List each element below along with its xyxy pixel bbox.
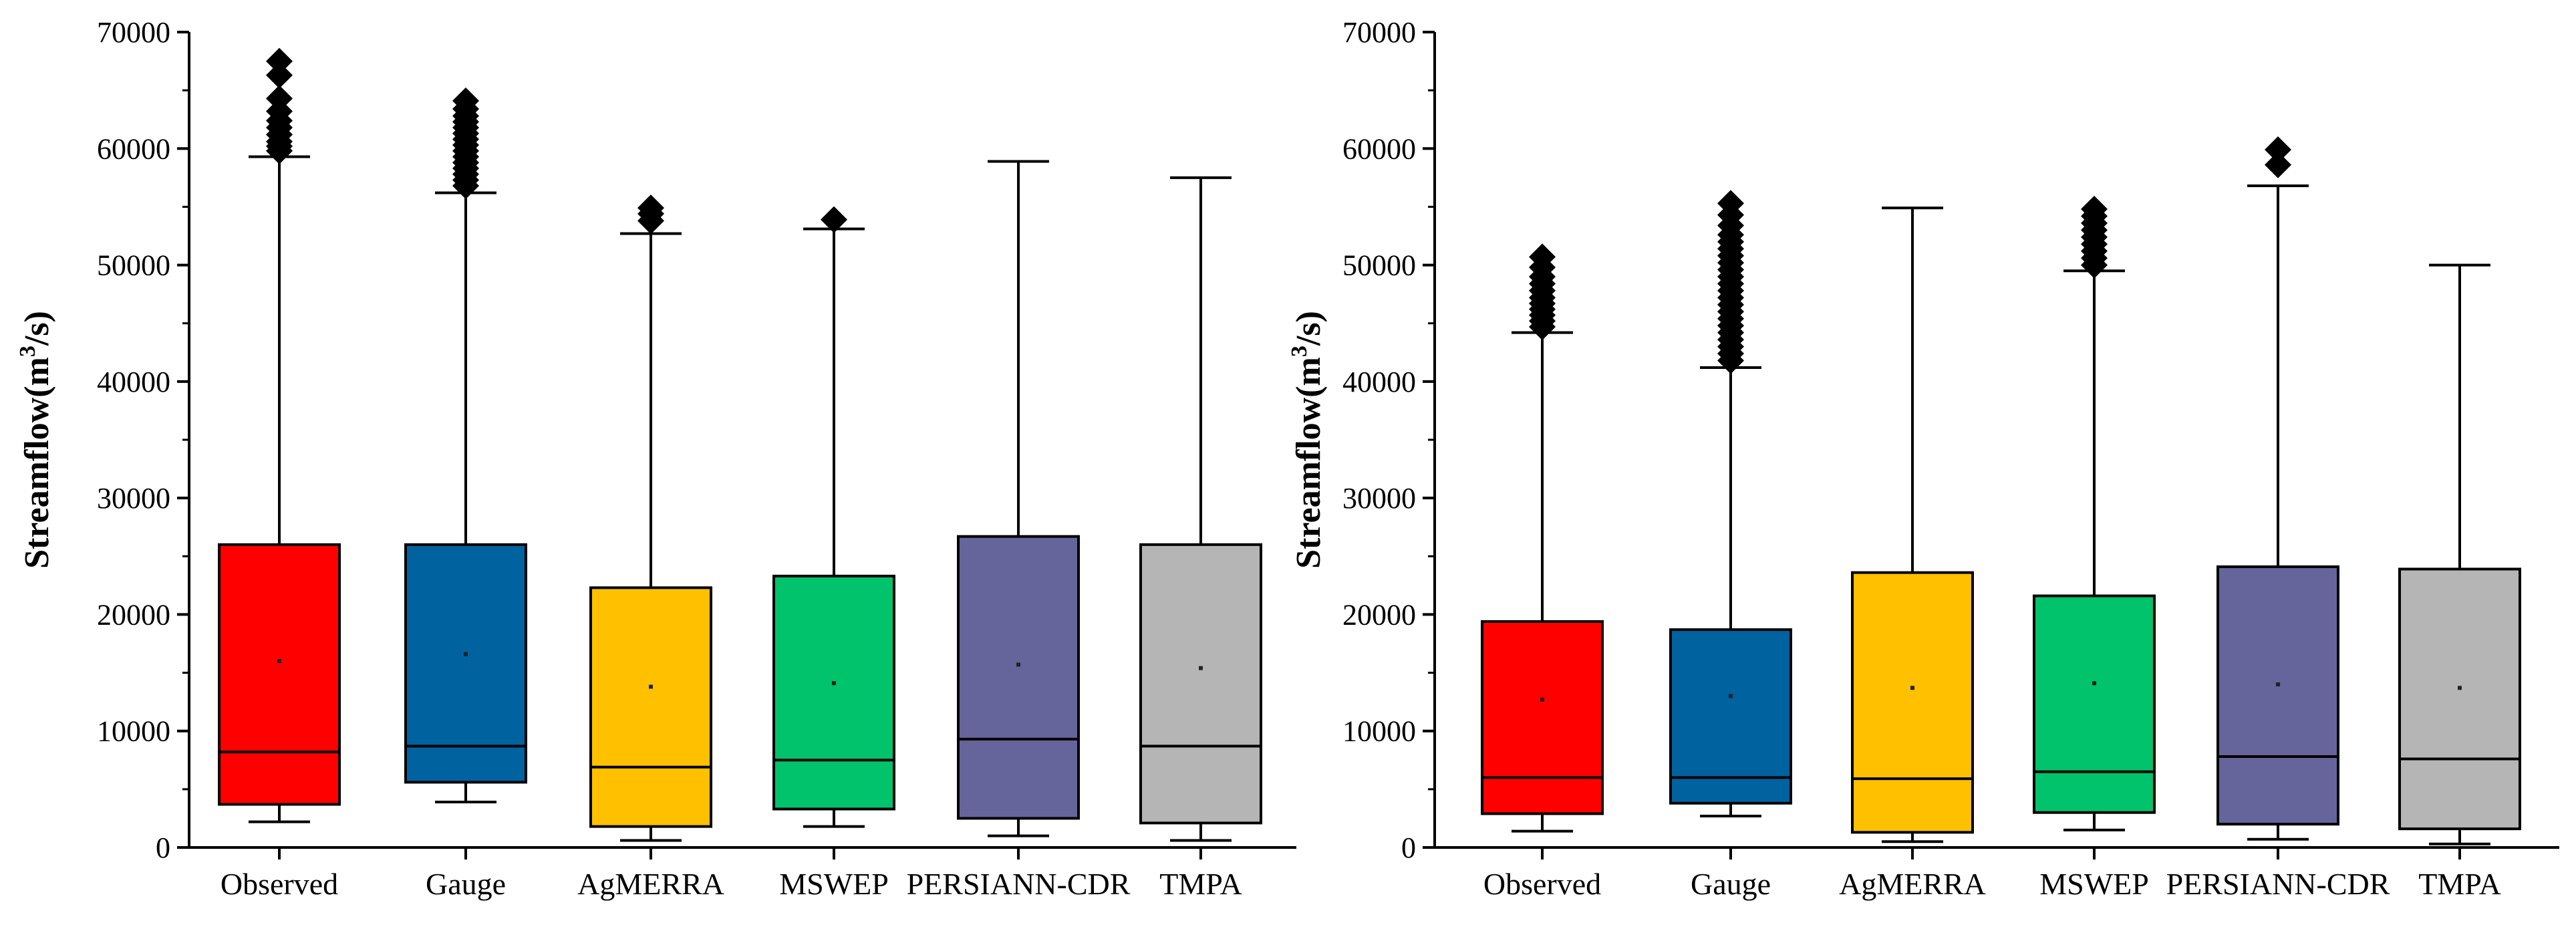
mean-marker: [277, 659, 281, 664]
x-category-label: Observed: [1483, 867, 1601, 901]
mean-marker: [1910, 686, 1914, 690]
y-axis-title-superscript: 3: [15, 346, 40, 357]
box-tmpa: [1139, 176, 1262, 842]
mean-marker: [464, 652, 468, 656]
outlier-point: [637, 194, 664, 222]
outlier-point: [821, 206, 847, 233]
box-persiann-cdr: [957, 160, 1080, 837]
box-iqr: [218, 543, 341, 806]
y-tick-label: 30000: [1342, 482, 1416, 515]
y-tick-label: 40000: [97, 366, 170, 398]
y-axis-title: Streamflow(m3/s): [15, 311, 56, 569]
x-category-label: Gauge: [426, 867, 506, 901]
mean-marker: [832, 681, 836, 686]
y-tick-label: 0: [1401, 831, 1416, 864]
mean-marker: [2276, 682, 2280, 686]
box-iqr: [772, 574, 895, 811]
box-iqr: [2216, 565, 2339, 826]
mean-marker: [1016, 662, 1020, 667]
x-category-label: TMPA: [2418, 867, 2501, 901]
outlier-point: [266, 61, 293, 89]
mean-marker: [2092, 681, 2096, 686]
box-agmerra: [1851, 207, 1974, 843]
box-mswep: [2033, 195, 2156, 831]
box-tmpa: [2398, 263, 2521, 845]
x-category-label: MSWEP: [2039, 867, 2149, 901]
y-axis-title-superscript: 3: [1287, 346, 1312, 357]
box-agmerra: [589, 194, 712, 842]
box-mswep: [772, 206, 895, 828]
y-axis-title-suffix: /s): [18, 311, 56, 346]
chart-left: 0 10000 20000 30000 40000 50000 60000 70000 Stre…: [15, 16, 1296, 901]
y-axis-title-main: Streamflow(m: [1290, 357, 1328, 569]
outlier-point: [266, 47, 293, 75]
box-iqr: [1139, 543, 1262, 825]
y-tick-label: 60000: [1342, 132, 1416, 165]
mean-marker: [1199, 666, 1203, 670]
y-axis-title: Streamflow(m3/s): [1287, 311, 1328, 569]
y-tick-label: 70000: [1342, 16, 1416, 49]
box-iqr: [589, 586, 712, 828]
mean-marker: [1729, 694, 1733, 698]
outlier-point: [1529, 243, 1556, 271]
outlier-point: [2081, 195, 2108, 223]
y-tick-label: 50000: [1342, 249, 1416, 282]
box-gauge: [1669, 190, 1792, 817]
box-iqr: [2398, 567, 2521, 831]
x-category-label: AgMERRA: [1839, 867, 1986, 901]
outlier-point: [1717, 190, 1744, 217]
y-tick-label: 60000: [97, 132, 170, 165]
box-iqr: [957, 535, 1080, 820]
x-category-label: Observed: [221, 867, 338, 901]
box-iqr: [1851, 571, 1974, 834]
y-tick-label: 70000: [97, 16, 170, 49]
x-category-label: MSWEP: [779, 867, 889, 901]
x-category-label: Gauge: [1691, 867, 1771, 901]
mean-marker: [649, 684, 653, 689]
x-category-label: PERSIANN-CDR: [907, 867, 1131, 901]
box-persiann-cdr: [2216, 136, 2339, 841]
box-gauge: [404, 87, 527, 804]
box-iqr: [1481, 620, 1604, 815]
y-tick-label: 50000: [97, 249, 170, 282]
y-tick-label: 20000: [97, 598, 170, 631]
y-tick-label: 30000: [97, 482, 170, 515]
box-iqr: [1669, 628, 1792, 805]
outlier-point: [2265, 136, 2291, 164]
y-tick-label: 0: [156, 831, 170, 864]
box-iqr: [2033, 594, 2156, 814]
box-observed: [218, 47, 341, 823]
x-category-label: PERSIANN-CDR: [2166, 867, 2390, 901]
chart-right: 0 10000 20000 30000 40000 50000 60000 70000 Stre…: [1287, 16, 2559, 901]
y-axis-title-suffix: /s): [1290, 311, 1328, 346]
x-category-label: TMPA: [1159, 867, 1242, 901]
y-tick-label: 10000: [97, 715, 170, 748]
outlier-point: [266, 85, 293, 112]
outlier-point: [452, 87, 479, 114]
outlier-point: [2265, 151, 2291, 178]
y-tick-label: 40000: [1342, 366, 1416, 398]
mean-marker: [2458, 686, 2462, 690]
y-axis-title-main: Streamflow(m: [18, 357, 56, 569]
box-iqr: [404, 543, 527, 784]
y-tick-label: 20000: [1342, 598, 1416, 631]
box-observed: [1481, 243, 1604, 833]
x-category-label: AgMERRA: [577, 867, 724, 901]
mean-marker: [1540, 697, 1544, 702]
y-tick-label: 10000: [1342, 715, 1416, 748]
